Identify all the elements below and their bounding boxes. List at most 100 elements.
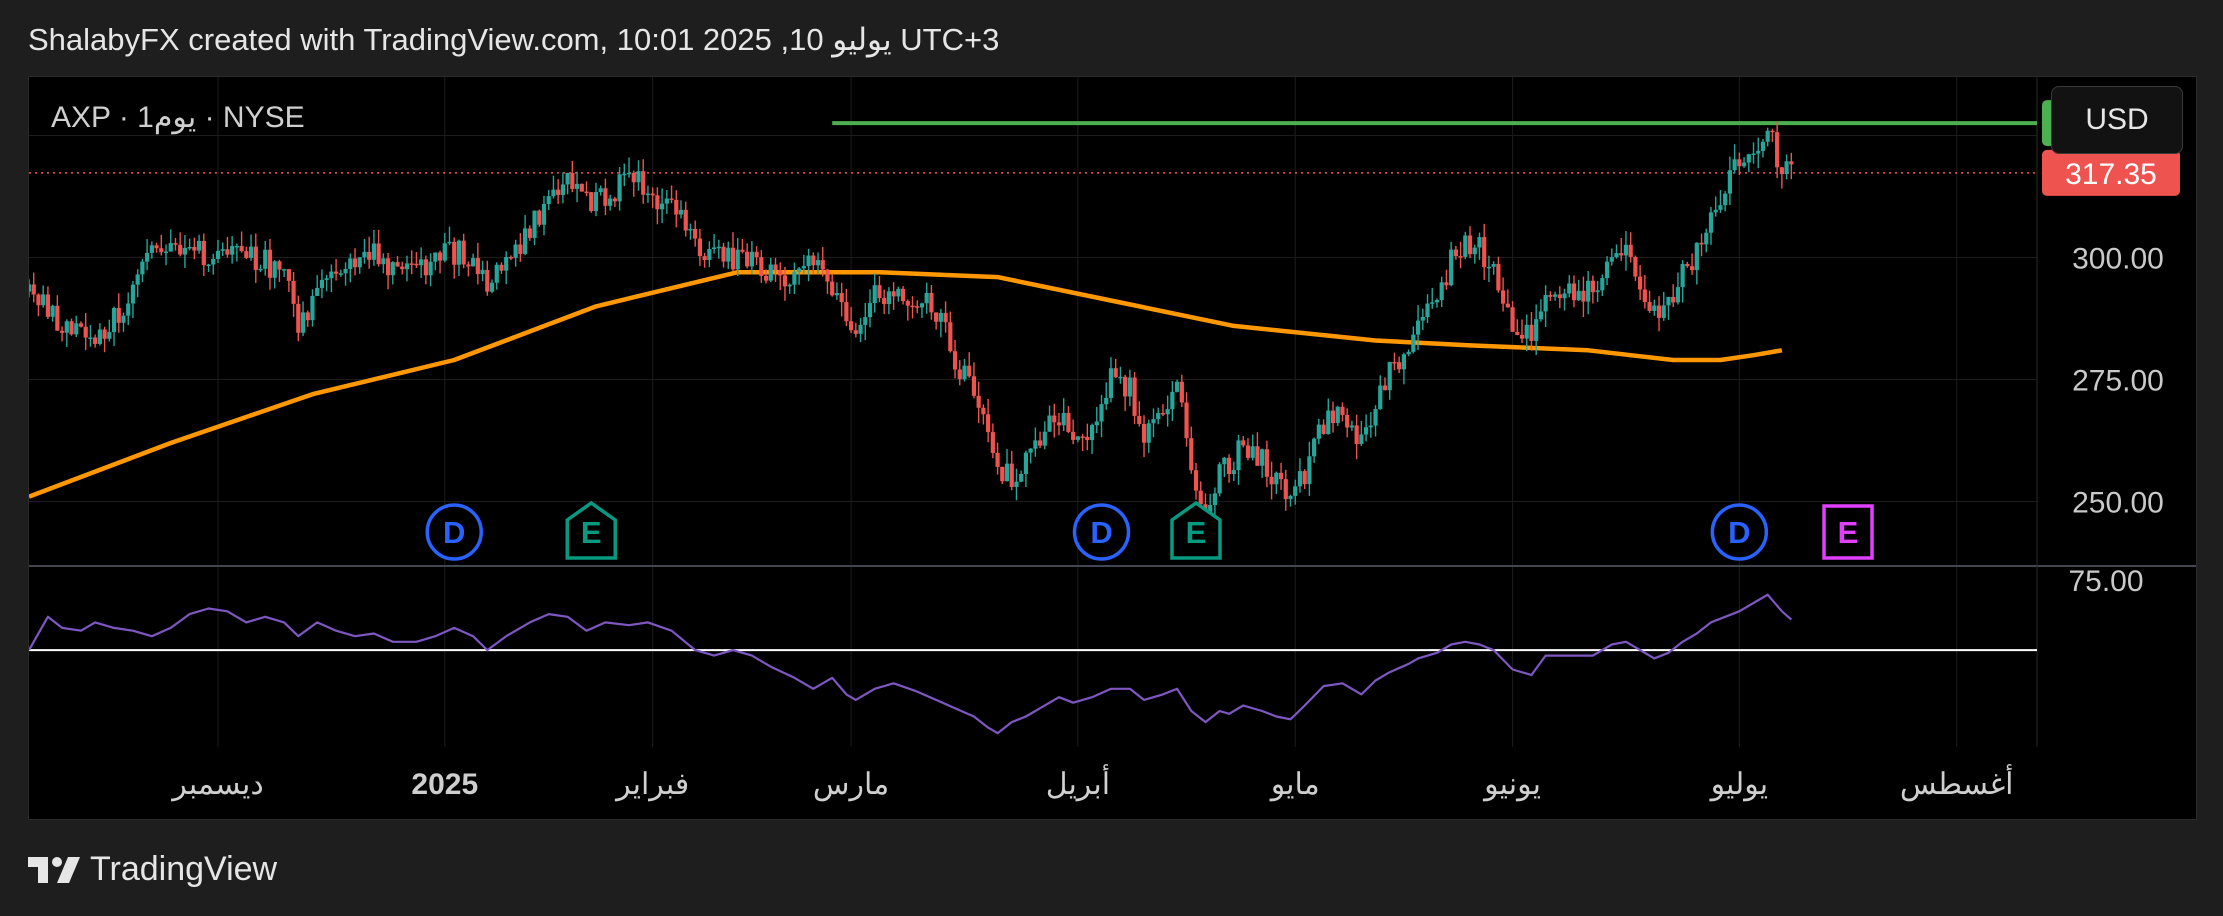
candle-down — [1382, 377, 1388, 391]
currency-button[interactable]: USD — [2051, 86, 2183, 154]
candle-body — [1137, 415, 1142, 424]
dividend-marker: D — [1710, 503, 1769, 561]
candle-body — [891, 291, 896, 297]
candle-body — [518, 244, 523, 254]
candle-body — [1463, 235, 1468, 257]
candle-body — [300, 312, 306, 333]
candle-up — [1524, 314, 1529, 352]
chart-panel[interactable]: D E D E D E 250.00 275.00 300.00 75.00 ديسمبر 2025… — [28, 76, 2197, 820]
candle-down — [45, 286, 50, 319]
candle-body — [29, 284, 32, 292]
candle-down — [763, 269, 769, 284]
candle-up — [1704, 228, 1709, 253]
candle-body — [981, 407, 986, 415]
candle-body — [1264, 449, 1269, 477]
candle-body — [1184, 402, 1189, 439]
candle-body — [1236, 440, 1241, 471]
candle-body — [1226, 457, 1232, 474]
candle-up — [1089, 423, 1095, 455]
candle-body — [315, 287, 320, 296]
candle-down — [1685, 261, 1690, 268]
candle-down — [579, 183, 584, 192]
candle-body — [858, 324, 863, 334]
candle-up — [1312, 437, 1317, 463]
candle-body — [1548, 294, 1553, 297]
candle-down — [900, 286, 906, 305]
candle-up — [168, 229, 173, 252]
candle-body — [589, 192, 594, 212]
candle-body — [1141, 423, 1147, 443]
candlestick-chart[interactable]: D E D E D E 250.00 275.00 300.00 75.00 ديسمبر 2025… — [29, 77, 2196, 819]
candle-body — [1326, 410, 1331, 434]
candle-body — [404, 263, 410, 270]
candle-up — [1387, 361, 1392, 400]
candle-down — [1066, 406, 1071, 434]
candle-up — [319, 269, 325, 299]
candle-body — [1170, 391, 1175, 410]
candle-body — [650, 193, 655, 196]
candle-up — [145, 239, 150, 271]
candle-body — [863, 317, 868, 325]
candle-body — [1647, 302, 1652, 311]
candle-down — [839, 282, 844, 317]
candle-body — [263, 249, 268, 269]
candle-up — [1293, 479, 1298, 505]
candle-down — [291, 272, 296, 317]
candle-body — [882, 298, 887, 305]
candle-body — [608, 198, 613, 206]
candle-up — [565, 172, 570, 195]
candle-body — [1534, 319, 1539, 341]
candle-down — [1689, 253, 1695, 275]
candle-body — [1505, 303, 1510, 308]
candle-body — [192, 246, 197, 251]
candle-body — [1288, 495, 1293, 500]
candle-up — [1708, 206, 1714, 245]
candle-body — [1123, 376, 1128, 397]
candle-down — [1647, 290, 1652, 313]
candle-body — [622, 173, 627, 176]
candle-body — [1179, 381, 1184, 403]
footer-logo[interactable]: TradingView — [28, 850, 277, 889]
candle-down — [811, 252, 816, 274]
candle-up — [1094, 406, 1099, 434]
candle-body — [1222, 457, 1227, 465]
candle-down — [83, 312, 88, 351]
candle-body — [196, 240, 202, 251]
candle-body — [1604, 261, 1610, 279]
time-tick-label: أبريل — [1046, 764, 1110, 802]
candle-up — [962, 358, 967, 382]
candle-body — [834, 293, 840, 296]
candle-up — [1477, 232, 1482, 260]
candle-body — [149, 245, 154, 253]
candle-body — [683, 209, 688, 231]
candle-body — [499, 264, 504, 271]
candle-body — [1269, 476, 1274, 485]
candle-up — [1727, 156, 1732, 206]
candle-down — [1193, 462, 1199, 500]
candle-up — [1363, 414, 1369, 442]
candle-body — [168, 243, 173, 252]
candle-body — [414, 263, 419, 266]
candle-up — [792, 262, 797, 295]
candle-body — [154, 245, 159, 249]
candle-down — [891, 282, 896, 310]
candle-down — [745, 243, 750, 269]
candle-body — [508, 256, 514, 259]
candle-up — [1543, 285, 1548, 327]
candle-body — [1056, 422, 1062, 426]
candle-up — [919, 302, 925, 319]
candle-body — [924, 292, 929, 304]
candle-up — [1075, 436, 1080, 443]
time-tick-label: يونيو — [1482, 768, 1541, 802]
candle-body — [1113, 368, 1118, 378]
candle-body — [385, 258, 391, 276]
candle-up — [598, 185, 603, 196]
candle-up — [447, 226, 452, 246]
candle-body — [1477, 237, 1482, 248]
candle-body — [1699, 242, 1704, 245]
candle-down — [683, 201, 688, 237]
candle-body — [456, 240, 462, 265]
candle-down — [267, 238, 273, 290]
candle-body — [934, 312, 939, 322]
candle-body — [163, 251, 169, 254]
